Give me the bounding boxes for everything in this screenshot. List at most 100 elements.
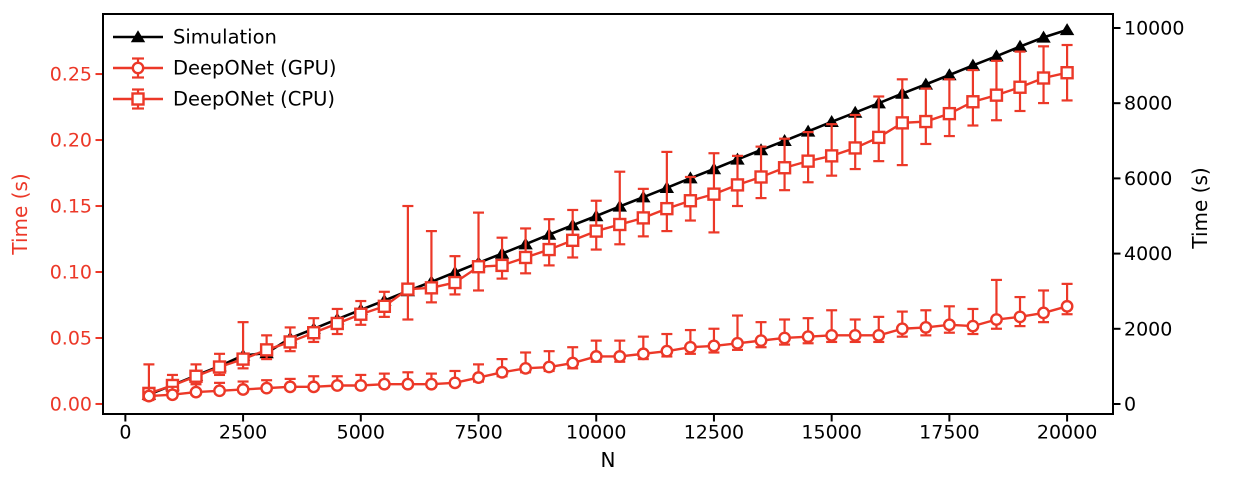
- triangle-marker: [800, 124, 816, 137]
- square-marker: [448, 275, 462, 290]
- square-marker: [966, 95, 980, 109]
- circle-marker: [990, 313, 1003, 326]
- circle-marker: [425, 377, 438, 391]
- circle-marker: [919, 321, 933, 334]
- square-marker: [330, 316, 344, 331]
- square-marker: [424, 281, 439, 295]
- legend-sample-simulation: [113, 30, 163, 43]
- circle-marker: [401, 377, 415, 391]
- circle-marker: [942, 318, 956, 332]
- y-tick-label-right: 8000: [1124, 93, 1172, 115]
- series-simulation: [141, 23, 1075, 400]
- legend-item-simulation: Simulation: [113, 26, 277, 49]
- square-marker: [801, 154, 815, 168]
- circle-marker: [895, 322, 909, 336]
- square-marker: [1060, 66, 1074, 80]
- square-marker: [683, 194, 698, 208]
- circle-marker: [330, 379, 344, 392]
- series-line: [148, 28, 1068, 396]
- triangle-marker: [965, 58, 981, 71]
- y-tick-label-left: 0.20: [50, 130, 92, 152]
- square-marker: [613, 217, 627, 232]
- x-tick-label: 0: [119, 422, 131, 444]
- y-tick-label-left: 0.25: [50, 64, 92, 86]
- plot-border: [102, 13, 1114, 415]
- triangle-marker: [1059, 23, 1075, 36]
- x-tick-label: 12500: [684, 422, 744, 444]
- circle-marker: [354, 379, 368, 392]
- legend-circle-marker: [131, 61, 145, 75]
- legend: Simulation DeepONet (GPU) DeepONet (CPU): [113, 26, 337, 111]
- circle-marker: [283, 380, 297, 394]
- circle-marker: [307, 380, 321, 394]
- square-marker: [401, 282, 415, 296]
- square-marker: [283, 335, 297, 349]
- square-marker: [189, 369, 203, 383]
- square-marker: [589, 224, 603, 238]
- circle-marker: [236, 383, 250, 396]
- y-tick-label-right: 2000: [1124, 318, 1172, 340]
- x-axis-label: N: [601, 448, 616, 472]
- square-marker: [730, 178, 745, 192]
- y-axis-label-left: Time (s): [8, 173, 32, 255]
- circle-marker: [872, 328, 886, 342]
- y-tick-label-right: 4000: [1124, 243, 1172, 265]
- legend-sample-deeponet-gpu: [113, 57, 163, 79]
- square-marker: [707, 187, 721, 201]
- circle-marker: [636, 347, 650, 361]
- circle-marker: [613, 350, 627, 363]
- circle-marker: [260, 381, 274, 395]
- y-tick-label-right: 6000: [1124, 168, 1172, 190]
- square-marker: [542, 242, 556, 257]
- y-tick-label-right: 0: [1124, 393, 1136, 415]
- square-marker: [919, 114, 933, 129]
- x-tick-label: 7500: [454, 422, 502, 444]
- y-tick-label-right: 10000: [1124, 17, 1184, 39]
- circle-marker: [801, 330, 815, 344]
- series-deeponet-gpu: [142, 278, 1074, 403]
- square-marker: [354, 307, 368, 321]
- circle-marker: [189, 385, 203, 399]
- square-marker: [660, 201, 674, 216]
- circle-marker: [684, 340, 697, 354]
- circle-marker: [1013, 310, 1027, 324]
- triangle-marker: [1012, 39, 1028, 52]
- square-marker: [872, 130, 886, 145]
- circle-marker: [848, 328, 862, 342]
- triangle-marker: [942, 68, 957, 81]
- circle-marker: [519, 361, 532, 375]
- circle-marker: [731, 336, 744, 350]
- x-tick-label: 20000: [1037, 422, 1097, 444]
- square-marker: [636, 211, 651, 225]
- legend-square-marker: [131, 92, 145, 106]
- y-tick-label-left: 0.10: [50, 262, 92, 284]
- square-marker: [1036, 71, 1051, 85]
- circle-marker: [166, 388, 179, 402]
- legend-item-deeponet-cpu: DeepONet (CPU): [113, 88, 335, 111]
- square-marker: [565, 233, 580, 248]
- series-line: [148, 71, 1068, 395]
- circle-marker: [1037, 306, 1050, 320]
- circle-marker: [542, 360, 556, 374]
- circle-marker: [448, 376, 462, 390]
- square-marker: [212, 360, 227, 374]
- square-marker: [377, 299, 392, 314]
- circle-marker: [707, 339, 721, 353]
- square-marker: [777, 161, 792, 175]
- circle-marker: [825, 328, 839, 342]
- square-marker: [1013, 80, 1027, 94]
- plot-content: 0 2500 5000 7500 10000 12500 15000 17500 200000.…: [50, 17, 1185, 443]
- legend-label-deeponet-cpu: DeepONet (CPU): [173, 88, 335, 111]
- circle-marker: [778, 331, 791, 345]
- circle-marker: [966, 319, 980, 333]
- circle-marker: [472, 371, 485, 384]
- square-marker: [824, 149, 839, 163]
- circle-marker: [566, 356, 580, 370]
- triangle-marker: [1036, 30, 1051, 43]
- legend-label-deeponet-gpu: DeepONet (GPU): [173, 57, 337, 80]
- square-marker: [307, 326, 321, 340]
- square-marker: [471, 260, 486, 274]
- square-marker: [942, 106, 957, 121]
